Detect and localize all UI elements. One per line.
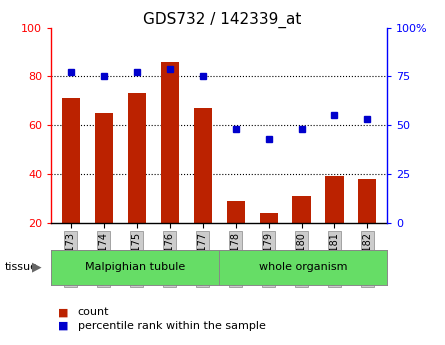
Bar [259,213,278,223]
Text: Malpighian tubule: Malpighian tubule [85,263,185,272]
Text: tissue: tissue [4,263,37,272]
Bar [292,196,311,223]
Text: ▶: ▶ [32,261,41,274]
Bar [62,98,80,223]
Text: whole organism: whole organism [259,263,348,272]
Bar [95,113,113,223]
Text: GDS732 / 142339_at: GDS732 / 142339_at [143,12,302,28]
Bar [128,93,146,223]
Bar [227,200,245,223]
Bar [194,108,212,223]
Text: ■: ■ [58,321,69,331]
Text: percentile rank within the sample: percentile rank within the sample [78,321,266,331]
Text: ■: ■ [58,307,69,317]
Bar [325,176,344,223]
Bar [161,62,179,223]
Text: count: count [78,307,109,317]
Bar [358,179,376,223]
